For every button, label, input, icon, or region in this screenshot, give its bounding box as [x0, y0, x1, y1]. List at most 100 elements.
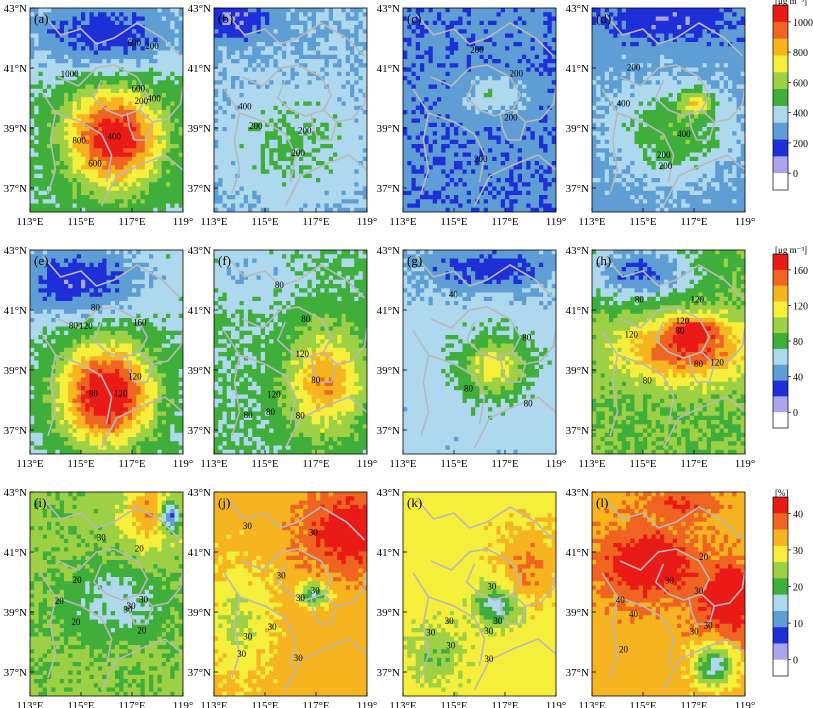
boundary-line [428, 596, 486, 667]
lon-tick-label: 117°E [491, 216, 518, 228]
lon-tick-label: 115°E [67, 216, 94, 228]
panel-frame [213, 249, 368, 455]
lon-tick-label: 117°E [302, 458, 329, 470]
contour-label: 30 [139, 595, 149, 605]
boundary-line [430, 306, 522, 359]
colorbar-swatch [773, 610, 788, 628]
boundary-line [499, 593, 527, 625]
boundary-line [42, 497, 182, 541]
boundary-line [688, 109, 716, 141]
boundary-line [430, 64, 522, 117]
colorbar-swatch [773, 285, 788, 302]
contour-label: 80 [91, 303, 101, 313]
contour-label: 80 [675, 326, 685, 336]
boundary-line [55, 112, 113, 183]
boundary-line [428, 112, 486, 183]
boundary-line [336, 327, 367, 365]
contour-label: 80 [524, 399, 534, 409]
contour-label: 80 [296, 410, 306, 420]
colorbar-tick-label: 30 [793, 546, 803, 557]
lon-tick-label: 119° [173, 700, 194, 708]
lon-tick-label: 113°E [389, 700, 416, 708]
province-boundaries [412, 13, 556, 207]
contour-label: 30 [446, 641, 456, 651]
contour-label: 20 [73, 575, 83, 585]
colorbar-tick-label: 0 [793, 169, 798, 180]
lon-tick-label: 115°E [67, 458, 94, 470]
boundary-line [152, 569, 183, 607]
contour-label: 20 [699, 552, 709, 562]
contour-label: 30 [690, 627, 700, 637]
boundary-line [223, 572, 241, 679]
boundary-line [662, 154, 745, 207]
lat-tick-label: 39°N [566, 607, 589, 619]
contour-label: 40 [629, 609, 639, 619]
boundary-line [525, 327, 556, 365]
boundary-line [714, 327, 745, 365]
lat-tick-label: 43°N [4, 3, 27, 15]
contour-label: 400 [147, 94, 161, 104]
lat-tick-label: 41°N [377, 63, 400, 75]
lon-tick-label: 117°E [118, 700, 145, 708]
boundary-line [241, 548, 333, 601]
colorbar-tick-label: 0 [793, 656, 798, 667]
boundary-line [57, 64, 149, 117]
contour-label: 30 [296, 593, 306, 603]
panel-frame [29, 491, 184, 697]
colorbar-swatch [773, 38, 788, 56]
boundary-line [241, 64, 333, 117]
boundary-line [473, 638, 556, 691]
colorbar-tick-label: 400 [793, 109, 808, 120]
lat-tick-label: 41°N [566, 547, 589, 559]
boundary-line [428, 354, 486, 425]
panel-label: (e) [34, 253, 48, 268]
lon-tick-label: 119° [735, 216, 756, 228]
contour-label: 600 [128, 38, 142, 48]
boundary-line [223, 88, 241, 195]
colorbar: [μg m⁻³] 1000 800 600 400 200 0 [772, 0, 813, 191]
colorbar-swatch [773, 364, 788, 381]
contour-label: 80 [89, 389, 99, 399]
lon-tick-label: 113°E [16, 216, 43, 228]
boundary-line [226, 497, 366, 541]
colorbar-tick-label: 0 [793, 408, 798, 419]
contour-label: 200 [504, 112, 518, 122]
panel-frame [402, 7, 557, 213]
boundary-line [604, 13, 744, 57]
province-boundaries [223, 255, 367, 449]
contour-label: 30 [704, 621, 714, 631]
contour-label: 80 [464, 384, 474, 394]
contour-label: 40 [449, 290, 459, 300]
lat-tick-label: 41°N [188, 547, 211, 559]
contour-label: 200 [474, 154, 488, 164]
colorbar-swatch [773, 317, 788, 334]
colorbar-tick-label: 200 [793, 139, 808, 150]
colorbar-tick-label: 40 [793, 509, 803, 520]
boundary-line [126, 593, 154, 625]
lon-tick-label: 119° [173, 216, 194, 228]
lon-tick-label: 115°E [629, 458, 656, 470]
boundary-line [152, 327, 183, 365]
lat-tick-label: 39°N [188, 123, 211, 135]
boundary-line [55, 354, 113, 425]
lon-tick-label: 119° [546, 216, 567, 228]
boundary-line [415, 255, 555, 299]
boundary-line [152, 85, 183, 123]
contour-label: 30 [484, 654, 494, 664]
panel-frame [29, 7, 184, 213]
lat-tick-label: 39°N [566, 365, 589, 377]
colorbar-swatch [773, 562, 788, 579]
lon-tick-label: 117°E [491, 700, 518, 708]
contour-label: 200 [291, 148, 305, 158]
panel-label: (b) [218, 11, 233, 26]
lon-tick-label: 117°E [118, 458, 145, 470]
lat-tick-label: 37°N [566, 183, 589, 195]
lat-tick-label: 41°N [4, 63, 27, 75]
contour-label: 200 [145, 41, 159, 51]
province-boundaries [601, 13, 745, 207]
contour-label: 20 [135, 543, 145, 553]
province-boundaries [39, 497, 183, 691]
boundary-line [55, 596, 113, 667]
contour-field [214, 8, 367, 212]
